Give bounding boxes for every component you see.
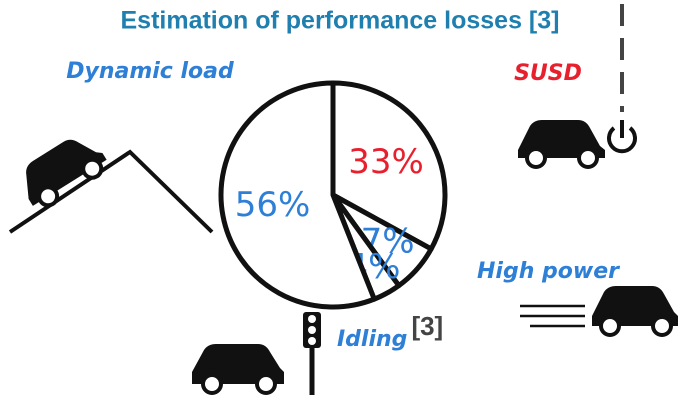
car-icon [518,120,605,169]
car-icon [26,139,107,208]
chart-title: Estimation of performance losses [3] [120,7,559,35]
power-icon [607,120,637,154]
category-label: High power [477,259,620,284]
pie: 33%7%4%56% [218,80,448,310]
category-label: Dynamic load [66,59,234,84]
pie-slice [330,80,448,252]
pie-slice [218,80,377,310]
annotation: [3] [411,311,443,341]
value-label: 56% [235,185,311,225]
category-label: Idling [337,327,407,352]
car-icon [520,286,678,337]
car-icon [192,344,284,395]
category-label: SUSD [514,61,582,86]
traffic-light [303,312,321,395]
value-label: 33% [348,142,424,182]
